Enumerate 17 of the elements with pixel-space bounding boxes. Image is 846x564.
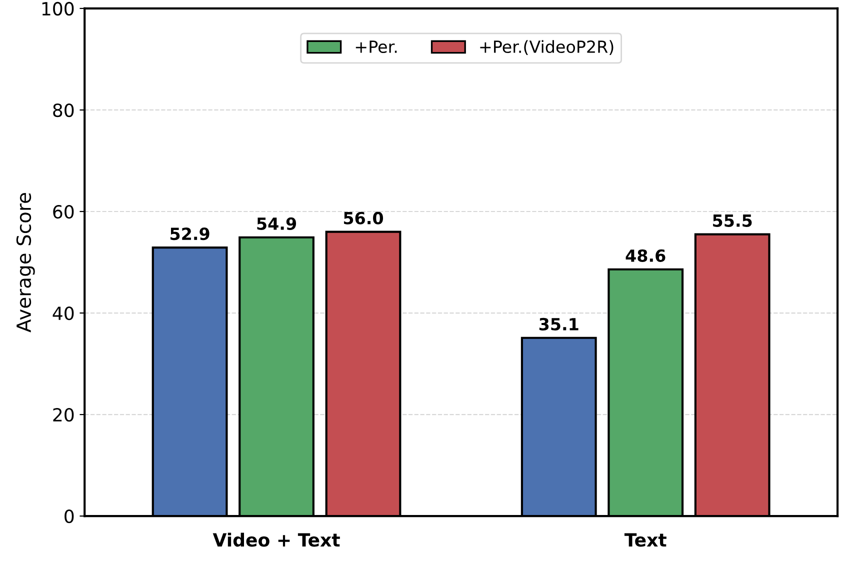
data-label: 52.9 [170, 228, 210, 240]
legend-label: +Per. [356, 40, 397, 54]
data-label: 54.9 [257, 217, 296, 230]
data-label: 56.0 [344, 212, 384, 224]
x-tick-label: Video + Text [212, 532, 340, 547]
data-label: 55.5 [713, 214, 752, 227]
data-label: 48.6 [626, 249, 666, 262]
y-tick-label: 40 [52, 306, 74, 320]
y-tick-label: 20 [53, 408, 74, 422]
legend-label: +Per.(VideoP2R) [480, 40, 614, 55]
x-tick-label: Text [624, 533, 666, 547]
data-label: 35.1 [539, 318, 578, 330]
y-axis-title: Average Score [16, 193, 35, 332]
y-tick-label: 0 [64, 510, 74, 524]
y-tick-label: 80 [53, 103, 74, 118]
y-tick-label: 100 [42, 2, 74, 16]
y-tick-label: 60 [53, 204, 74, 219]
